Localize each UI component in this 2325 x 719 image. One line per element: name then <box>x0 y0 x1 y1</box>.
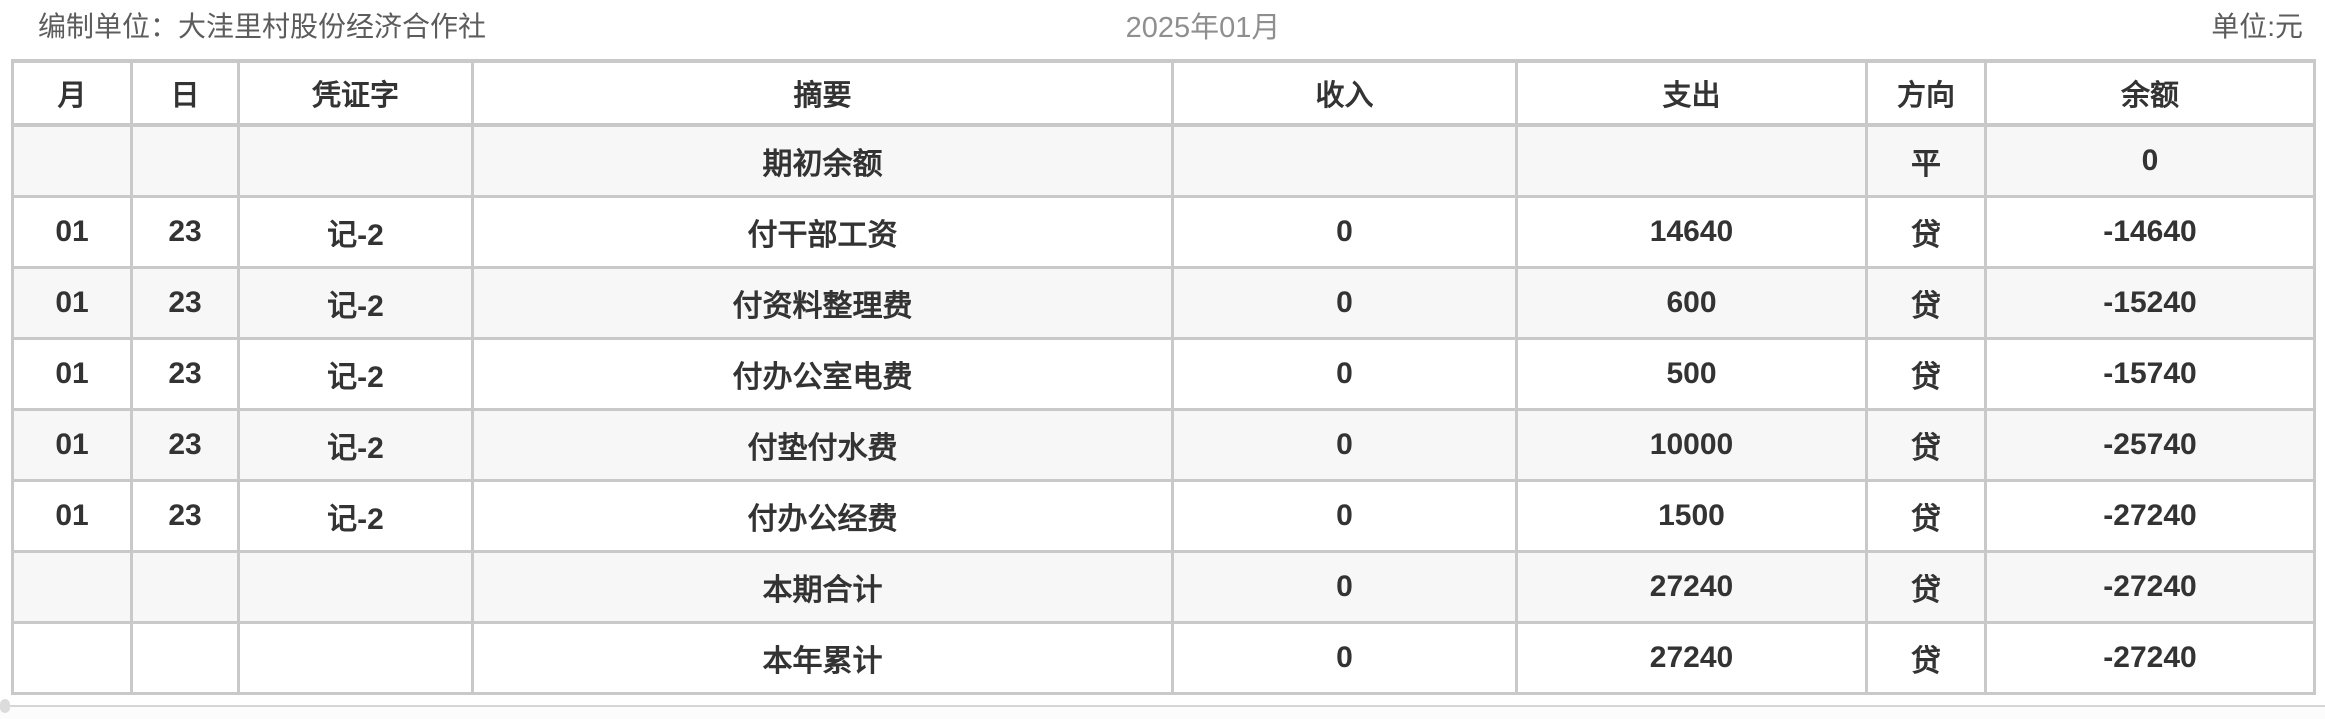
table-row: 01 23 记-2 付办公经费 0 1500 贷 -27240 <box>11 478 2316 553</box>
cell-direction: 贷 <box>1865 620 1987 695</box>
cell-day <box>130 123 240 198</box>
cell-voucher: 记-2 <box>237 265 474 340</box>
cell-income: 0 <box>1171 336 1518 411</box>
currency-unit-label: 单位:元 <box>2211 11 2303 42</box>
cell-summary: 付办公室电费 <box>471 336 1174 411</box>
cell-voucher <box>237 123 474 198</box>
col-header-day: 日 <box>130 59 240 127</box>
table-row: 本期合计 0 27240 贷 -27240 <box>11 549 2316 624</box>
cell-direction: 贷 <box>1865 336 1987 411</box>
table-row: 01 23 记-2 付资料整理费 0 600 贷 -15240 <box>11 265 2316 340</box>
cell-direction: 平 <box>1865 123 1987 198</box>
cell-month: 01 <box>11 407 133 482</box>
col-header-direction: 方向 <box>1865 59 1987 127</box>
col-header-balance: 余额 <box>1984 59 2316 127</box>
cell-income: 0 <box>1171 194 1518 269</box>
cell-balance: -15240 <box>1984 265 2316 340</box>
header-row: 月 日 凭证字 摘要 收入 支出 方向 余额 <box>11 59 2316 127</box>
cell-summary: 本年累计 <box>471 620 1174 695</box>
cell-day <box>130 549 240 624</box>
cell-balance: -27240 <box>1984 478 2316 553</box>
cell-day: 23 <box>130 265 240 340</box>
cell-day: 23 <box>130 478 240 553</box>
cell-direction: 贷 <box>1865 478 1987 553</box>
report-period-label: 2025年01月 <box>1125 12 1281 44</box>
table-row: 01 23 记-2 付干部工资 0 14640 贷 -14640 <box>11 194 2316 269</box>
cell-day: 23 <box>130 194 240 269</box>
table-row: 本年累计 0 27240 贷 -27240 <box>11 620 2316 695</box>
cell-balance: 0 <box>1984 123 2316 198</box>
cell-direction: 贷 <box>1865 265 1987 340</box>
cell-income <box>1171 123 1518 198</box>
cell-expense <box>1515 123 1868 198</box>
compiling-unit-label: 编制单位：大洼里村股份经济合作社 <box>38 11 487 42</box>
cell-direction: 贷 <box>1865 407 1987 482</box>
cell-income: 0 <box>1171 549 1518 624</box>
table-row: 01 23 记-2 付办公室电费 0 500 贷 -15740 <box>11 336 2316 411</box>
cell-expense: 600 <box>1515 265 1868 340</box>
ledger-table: 月 日 凭证字 摘要 收入 支出 方向 余额 期初余额 平 0 01 23 记-… <box>11 59 2316 695</box>
cell-voucher: 记-2 <box>237 407 474 482</box>
cell-income: 0 <box>1171 265 1518 340</box>
cell-summary: 付办公经费 <box>471 478 1174 553</box>
cell-summary: 付资料整理费 <box>471 265 1174 340</box>
ledger-body: 期初余额 平 0 01 23 记-2 付干部工资 0 14640 贷 -1464… <box>11 123 2316 695</box>
cell-balance: -25740 <box>1984 407 2316 482</box>
cell-income: 0 <box>1171 407 1518 482</box>
cell-expense: 10000 <box>1515 407 1868 482</box>
cell-summary: 本期合计 <box>471 549 1174 624</box>
table-row: 01 23 记-2 付垫付水费 0 10000 贷 -25740 <box>11 407 2316 482</box>
cell-expense: 14640 <box>1515 194 1868 269</box>
cell-income: 0 <box>1171 478 1518 553</box>
cell-voucher: 记-2 <box>237 336 474 411</box>
cell-summary: 付垫付水费 <box>471 407 1174 482</box>
col-header-voucher: 凭证字 <box>237 59 474 127</box>
cell-day: 23 <box>130 407 240 482</box>
cell-voucher: 记-2 <box>237 478 474 553</box>
cell-day <box>130 620 240 695</box>
cell-month: 01 <box>11 336 133 411</box>
cell-expense: 500 <box>1515 336 1868 411</box>
cell-expense: 27240 <box>1515 549 1868 624</box>
cell-direction: 贷 <box>1865 194 1987 269</box>
ledger-table-header: 月 日 凭证字 摘要 收入 支出 方向 余额 <box>11 59 2316 127</box>
col-header-expense: 支出 <box>1515 59 1868 127</box>
cell-month <box>11 620 133 695</box>
cell-summary: 付干部工资 <box>471 194 1174 269</box>
cell-balance: -27240 <box>1984 549 2316 624</box>
horizontal-scrollbar-thumb[interactable] <box>0 699 10 713</box>
col-header-summary: 摘要 <box>471 59 1174 127</box>
cell-summary: 期初余额 <box>471 123 1174 198</box>
cell-expense: 27240 <box>1515 620 1868 695</box>
cell-voucher <box>237 549 474 624</box>
cell-month: 01 <box>11 194 133 269</box>
col-header-month: 月 <box>11 59 133 127</box>
cell-voucher: 记-2 <box>237 194 474 269</box>
cell-month <box>11 123 133 198</box>
cell-balance: -14640 <box>1984 194 2316 269</box>
cell-expense: 1500 <box>1515 478 1868 553</box>
cell-voucher <box>237 620 474 695</box>
report-header: 编制单位：大洼里村股份经济合作社 2025年01月 单位:元 <box>0 0 2325 50</box>
cell-direction: 贷 <box>1865 549 1987 624</box>
cell-day: 23 <box>130 336 240 411</box>
cell-month: 01 <box>11 478 133 553</box>
cell-income: 0 <box>1171 620 1518 695</box>
cell-balance: -15740 <box>1984 336 2316 411</box>
horizontal-scrollbar-track[interactable] <box>0 699 2325 719</box>
col-header-income: 收入 <box>1171 59 1518 127</box>
cell-month: 01 <box>11 265 133 340</box>
cell-balance: -27240 <box>1984 620 2316 695</box>
table-row: 期初余额 平 0 <box>11 123 2316 198</box>
cell-month <box>11 549 133 624</box>
